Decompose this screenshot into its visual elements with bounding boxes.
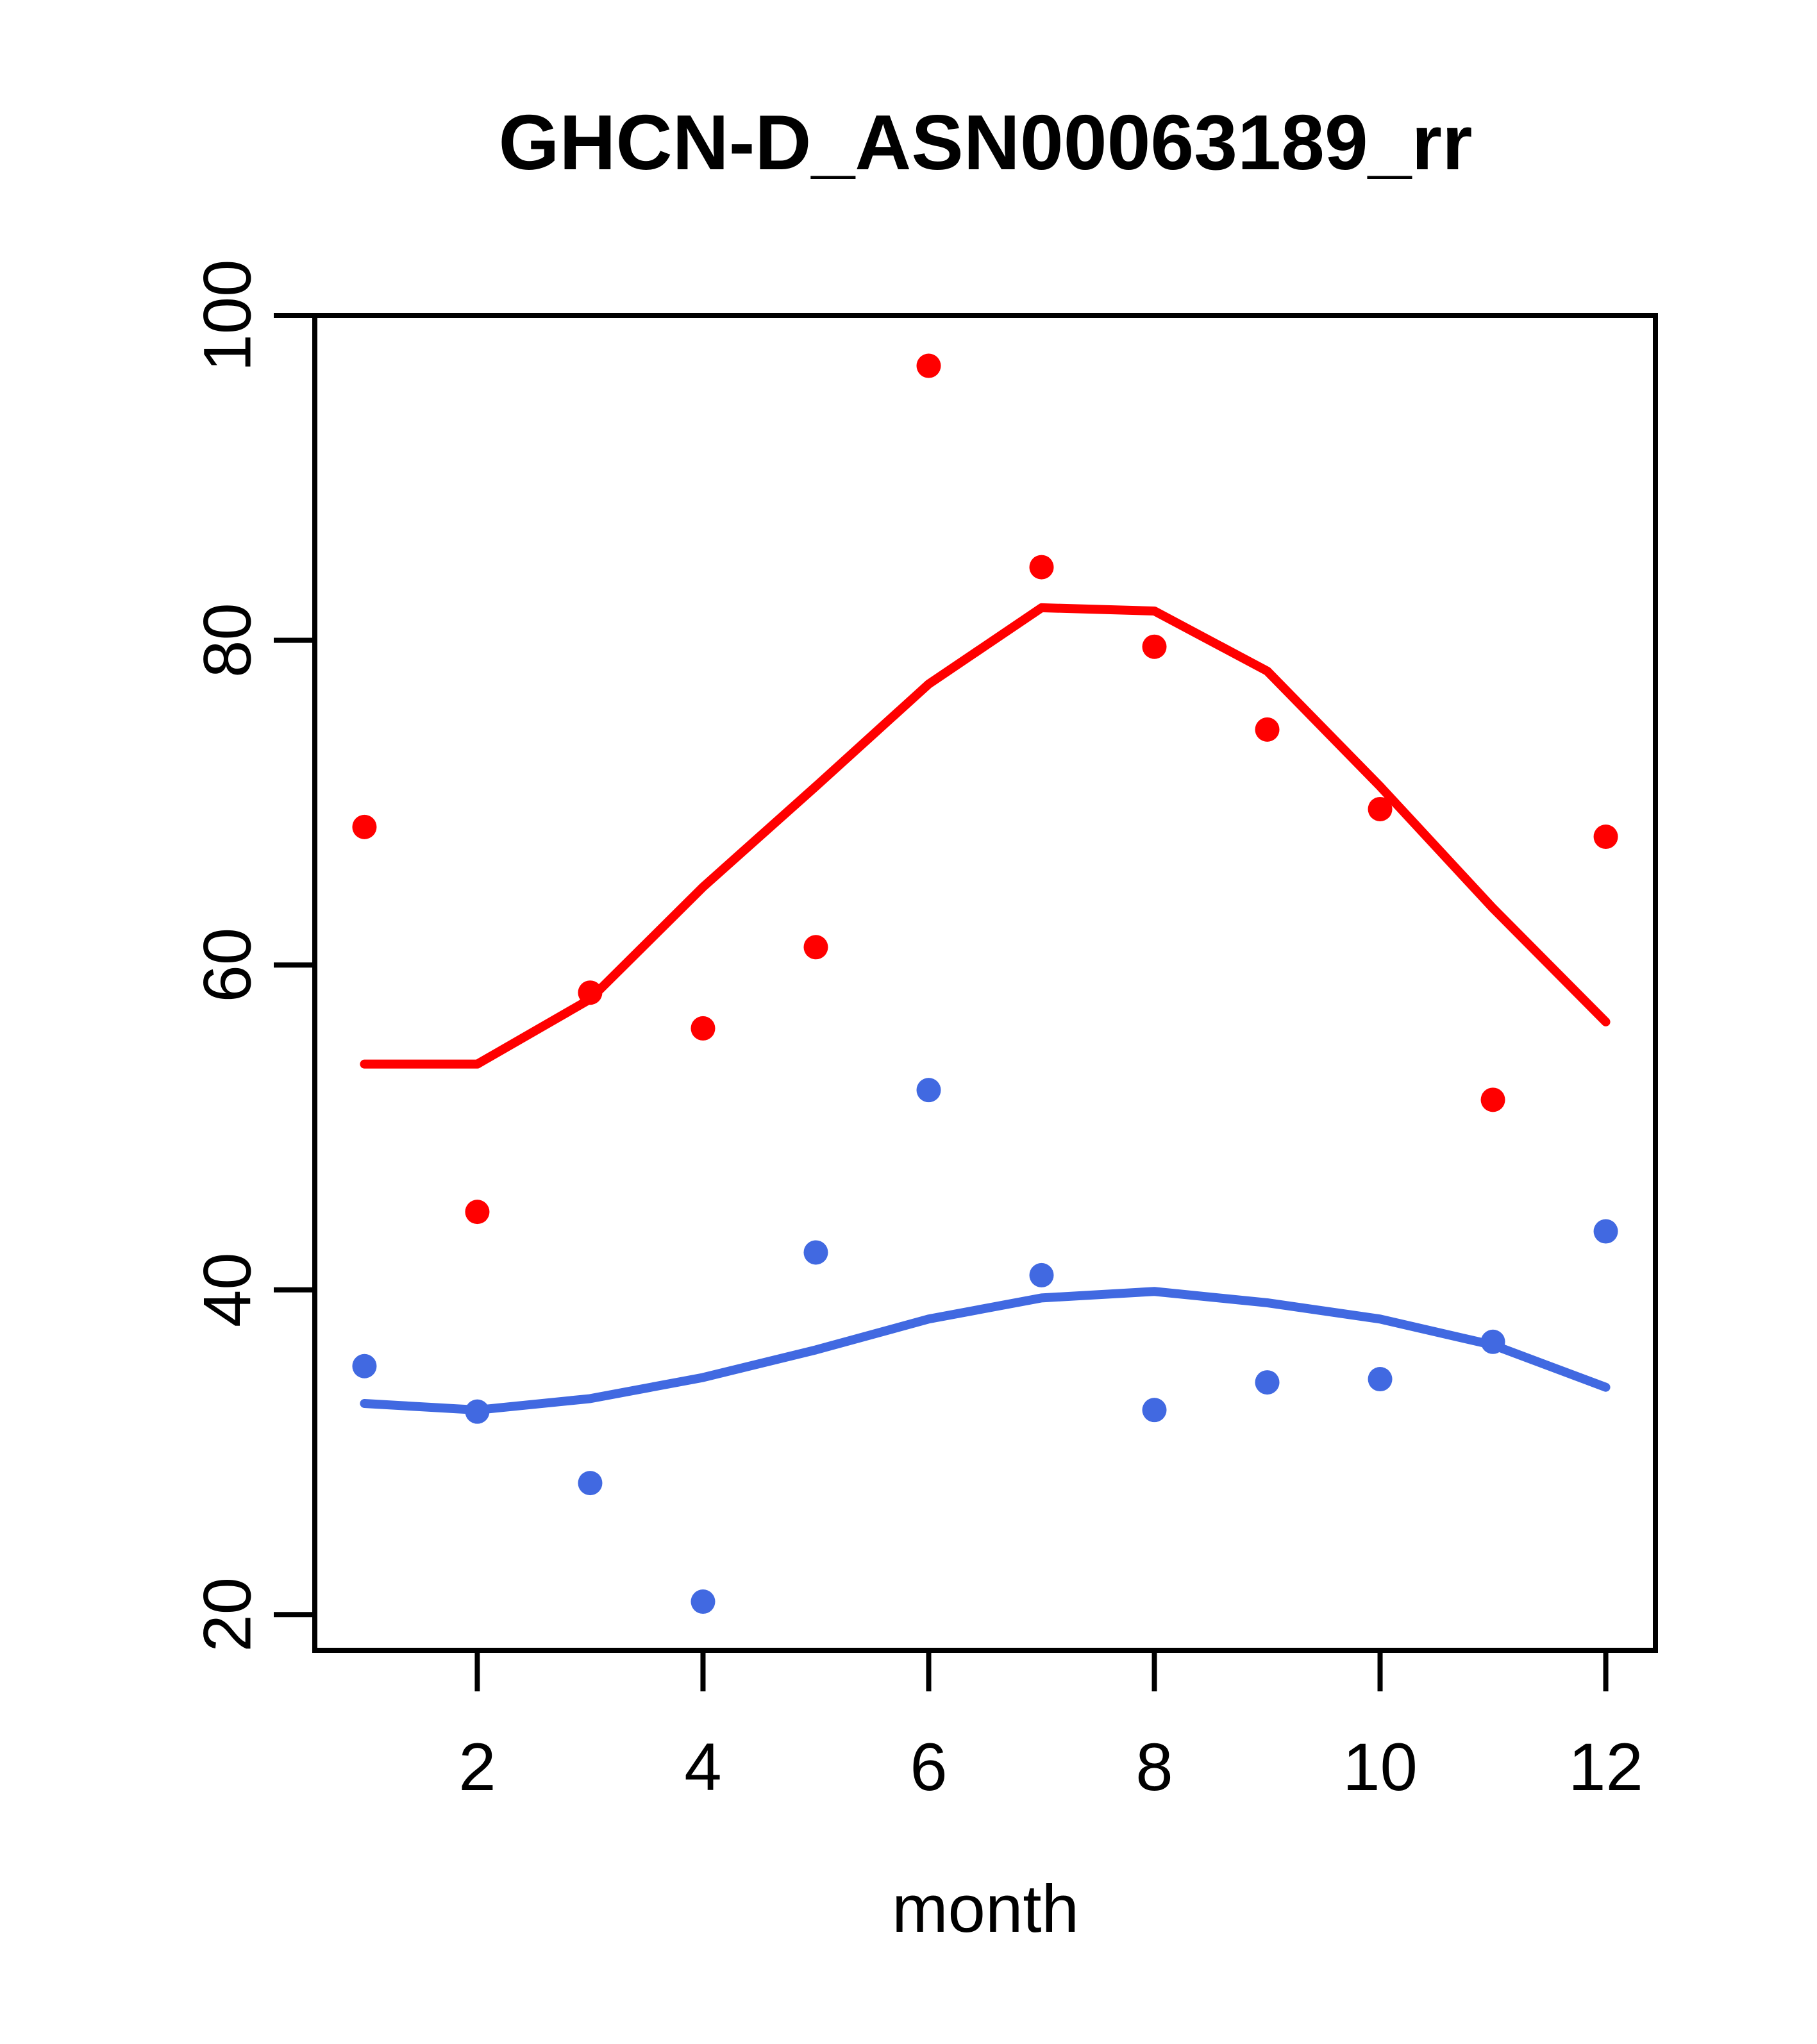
x-tick-label: 2 bbox=[458, 1730, 496, 1805]
red-point bbox=[1480, 1087, 1505, 1112]
red-point bbox=[1255, 717, 1280, 742]
blue-loess-line bbox=[360, 1287, 1611, 1415]
x-axis-label: month bbox=[892, 1872, 1079, 1947]
x-tick-label: 10 bbox=[1343, 1730, 1418, 1805]
chart-title: GHCN-D_ASN00063189_rr bbox=[498, 99, 1473, 186]
y-tick-label: 100 bbox=[190, 259, 265, 371]
red-loess-line bbox=[360, 603, 1611, 1069]
blue-point bbox=[691, 1589, 716, 1614]
red-point bbox=[352, 814, 377, 839]
blue-point bbox=[352, 1353, 377, 1378]
blue-point bbox=[916, 1078, 941, 1103]
y-tick-label: 20 bbox=[190, 1577, 265, 1652]
red-point bbox=[916, 353, 941, 378]
x-tick-label: 8 bbox=[1135, 1730, 1173, 1805]
y-tick-label: 80 bbox=[190, 603, 265, 678]
red-point bbox=[691, 1016, 716, 1041]
red-point bbox=[1593, 825, 1618, 850]
blue-point bbox=[1029, 1262, 1054, 1287]
red-point bbox=[1368, 796, 1393, 821]
blue-point bbox=[1255, 1370, 1280, 1395]
red-point bbox=[1142, 634, 1167, 659]
blue-point bbox=[578, 1471, 603, 1496]
plot-box bbox=[312, 313, 1658, 1653]
x-tick-label: 6 bbox=[910, 1730, 947, 1805]
blue-point bbox=[465, 1399, 490, 1424]
red-point bbox=[465, 1200, 490, 1225]
blue-point bbox=[1142, 1398, 1167, 1423]
red-point bbox=[1029, 555, 1054, 580]
blue-point bbox=[1368, 1367, 1393, 1392]
x-tick-label: 4 bbox=[684, 1730, 721, 1805]
x-tick-label: 12 bbox=[1568, 1730, 1643, 1805]
y-tick-label: 40 bbox=[190, 1252, 265, 1327]
red-point bbox=[578, 980, 603, 1005]
blue-point bbox=[803, 1240, 828, 1265]
blue-point bbox=[1480, 1329, 1505, 1354]
red-point bbox=[803, 935, 828, 960]
y-tick-label: 60 bbox=[190, 928, 265, 1003]
blue-point bbox=[1593, 1219, 1618, 1244]
